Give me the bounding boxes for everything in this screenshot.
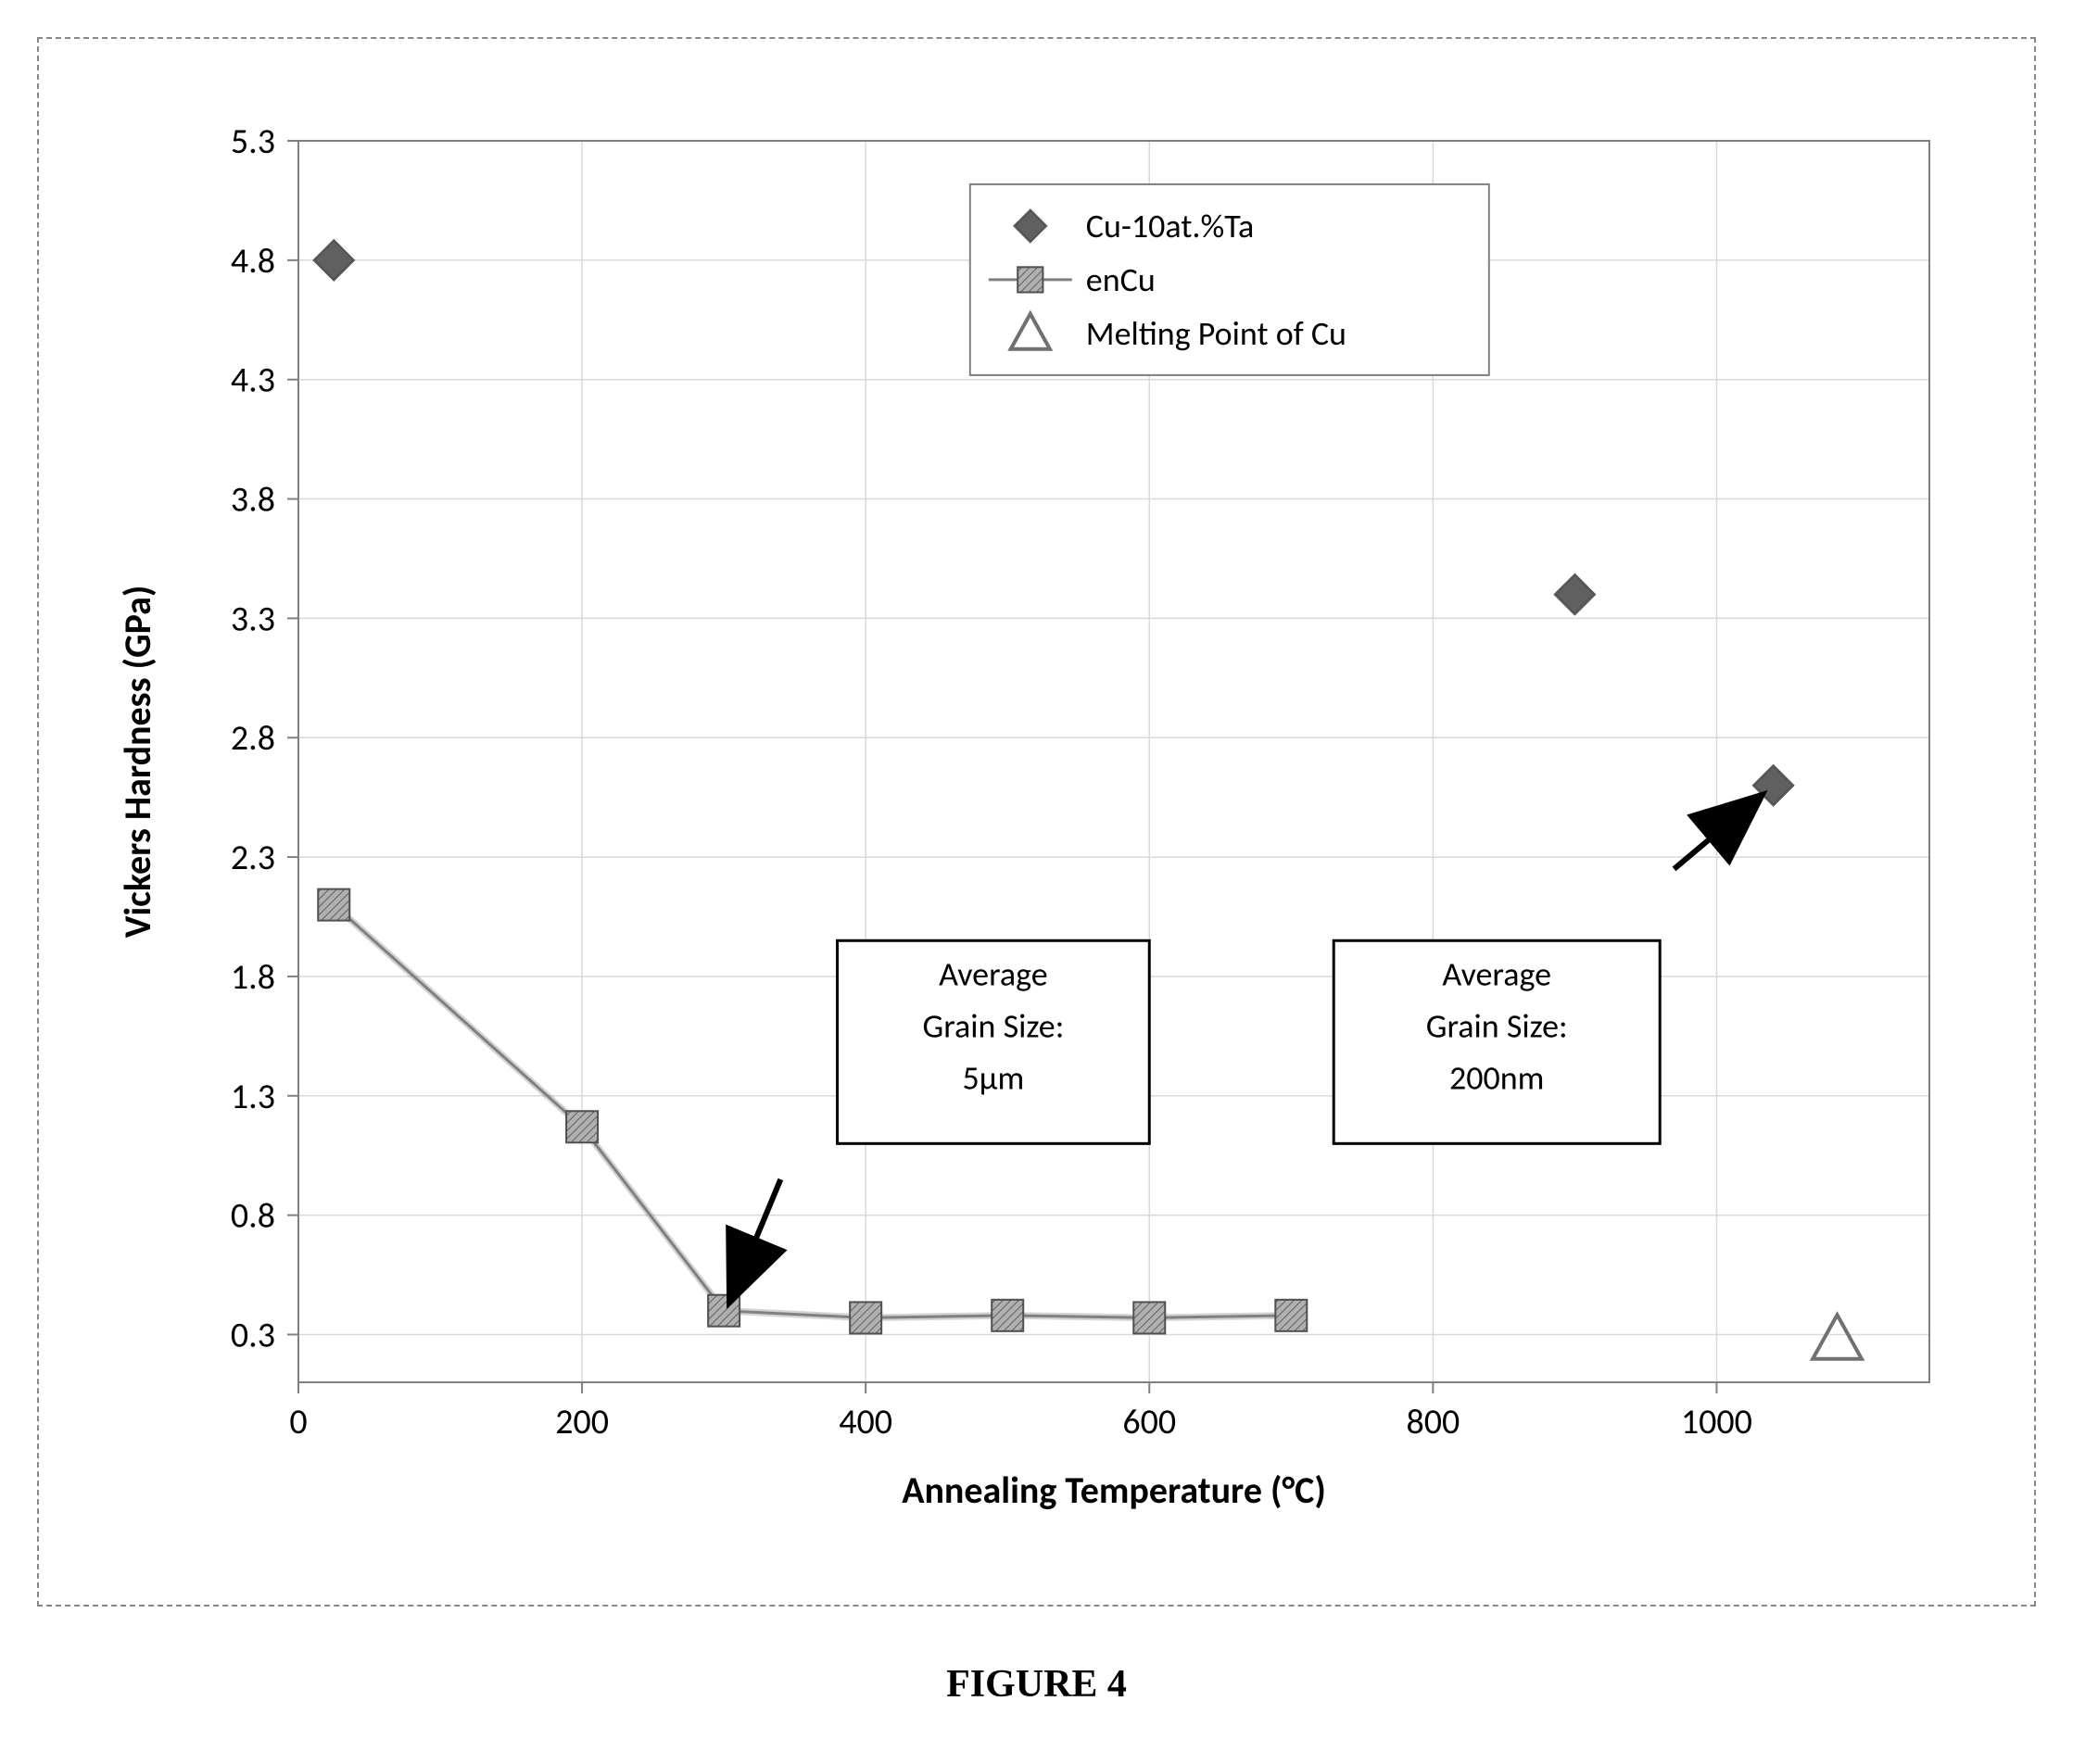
annotation-text: Average: [1442, 953, 1551, 994]
annotation-text: Average: [939, 953, 1048, 994]
square-marker: [318, 889, 349, 921]
square-marker: [566, 1111, 598, 1142]
legend: Cu-10at.%Ta enCu Melting Point of Cu: [970, 184, 1489, 375]
annotation-text: 5µm: [963, 1057, 1025, 1098]
ytick-label: 0.3: [231, 1314, 275, 1356]
annotation-text: 200nm: [1449, 1057, 1544, 1098]
ytick-label: 4.8: [231, 240, 275, 283]
legend-label: Cu-10at.%Ta: [1086, 206, 1254, 246]
ytick-label: 4.3: [231, 359, 275, 402]
square-marker: [1018, 267, 1043, 292]
ytick-label: 5.3: [231, 120, 275, 163]
square-marker: [708, 1295, 739, 1327]
square-marker: [1275, 1300, 1307, 1331]
ytick-label: 2.3: [231, 837, 275, 879]
figure-caption: FIGURE 4: [37, 1662, 2036, 1707]
y-axis-label: Vickers Hardness (GPa): [115, 586, 160, 939]
ytick-label: 3.8: [231, 479, 275, 522]
square-marker: [850, 1302, 881, 1333]
square-marker: [992, 1300, 1023, 1331]
square-marker: [1133, 1302, 1165, 1333]
xtick-label: 600: [1122, 1401, 1176, 1443]
ytick-label: 0.8: [231, 1195, 275, 1238]
legend-label: enCu: [1086, 259, 1156, 300]
ytick-label: 1.8: [231, 956, 275, 999]
xtick-label: 1000: [1681, 1401, 1752, 1443]
xtick-label: 400: [839, 1401, 892, 1443]
ytick-label: 1.3: [231, 1076, 275, 1118]
xtick-label: 0: [289, 1401, 307, 1443]
hardness-chart: 0.3 0.8 1.3 1.8 2.3 2.8 3.3 3.8 4.3 4.8 5.3 0 200 400…: [95, 85, 1982, 1568]
xtick-label: 800: [1406, 1401, 1460, 1443]
annotation-text: Grain Size:: [1426, 1005, 1568, 1046]
x-axis-label: Annealing Temperature (°C): [902, 1468, 1326, 1513]
ytick-label: 3.3: [231, 598, 275, 640]
legend-label: Melting Point of Cu: [1086, 313, 1346, 354]
xtick-label: 200: [555, 1401, 609, 1443]
ytick-label: 2.8: [231, 717, 275, 760]
annotation-text: Grain Size:: [922, 1005, 1064, 1046]
chart-frame: 0.3 0.8 1.3 1.8 2.3 2.8 3.3 3.8 4.3 4.8 5.3 0 200 400…: [37, 37, 2036, 1606]
figure-container: 0.3 0.8 1.3 1.8 2.3 2.8 3.3 3.8 4.3 4.8 5.3 0 200 400…: [37, 37, 2036, 1707]
